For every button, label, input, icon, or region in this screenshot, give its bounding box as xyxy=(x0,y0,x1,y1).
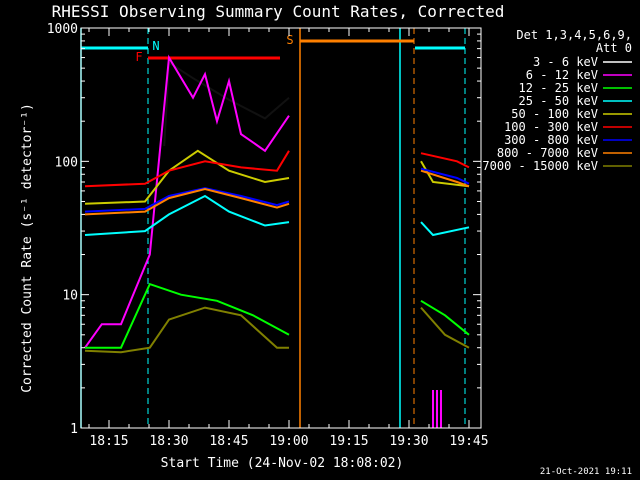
legend-header-attenuator: Att 0 xyxy=(596,41,632,55)
x-tick-label: 18:45 xyxy=(209,434,248,449)
magenta-spike-2 xyxy=(436,390,438,428)
legend-label-9: 7000 - 15000 keV xyxy=(482,159,598,173)
series-line-8-late xyxy=(420,169,470,188)
series-line-2 xyxy=(84,54,290,349)
chart-title: RHESSI Observing Summary Count Rates, Co… xyxy=(52,2,505,21)
series-layer xyxy=(84,54,470,428)
x-tick-label: 18:15 xyxy=(89,434,128,449)
y-tick-label: 100 xyxy=(55,155,78,170)
series-line-4-late xyxy=(420,221,470,237)
series-line-5-late xyxy=(420,160,470,188)
x-tick-label: 19:45 xyxy=(449,434,488,449)
night-flag-label: N xyxy=(152,39,159,53)
legend-label-3: 12 - 25 keV xyxy=(519,81,598,95)
legend-label-6: 100 - 300 keV xyxy=(504,120,598,134)
axes-layer: 1 10 100 1000 18:15 18:30 18:45 19:00 19:15 19:30… xyxy=(47,22,489,449)
flare-flag-label: F xyxy=(135,50,142,64)
series-line-3 xyxy=(85,282,290,349)
magenta-spike-3 xyxy=(440,390,442,428)
legend-label-2: 6 - 12 keV xyxy=(526,68,598,82)
series-line-9-late xyxy=(420,306,470,349)
series-line-1 xyxy=(163,60,290,147)
series-line-4 xyxy=(84,194,290,236)
legend-label-8: 800 - 7000 keV xyxy=(497,146,598,160)
x-tick-label: 19:15 xyxy=(329,434,368,449)
series-line-5 xyxy=(84,149,290,205)
x-tick-label: 19:30 xyxy=(389,434,428,449)
footer-timestamp: 21-Oct-2021 19:11 xyxy=(540,467,632,477)
magenta-spike-1 xyxy=(432,390,434,428)
legend-label-5: 50 - 100 keV xyxy=(511,107,598,121)
y-axis-label: Corrected Count Rate (s⁻¹ detector⁻¹) xyxy=(20,103,35,393)
legend-label-4: 25 - 50 keV xyxy=(519,94,598,108)
plot-frame xyxy=(80,27,482,429)
series-line-7-late xyxy=(420,167,470,185)
y-tick-label: 1000 xyxy=(47,22,78,37)
x-tick-label: 19:00 xyxy=(269,434,308,449)
legend-label-7: 300 - 800 keV xyxy=(504,133,598,147)
series-line-6-late xyxy=(420,152,470,169)
series-line-8 xyxy=(84,187,290,216)
x-axis-label: Start Time (24-Nov-02 18:08:02) xyxy=(161,456,404,471)
legend-label-1: 3 - 6 keV xyxy=(533,55,598,69)
saa-flag-label: S xyxy=(286,33,293,47)
legend-header-detectors: Det 1,3,4,5,6,9, xyxy=(516,28,632,42)
x-tick-label: 18:30 xyxy=(149,434,188,449)
series-line-6 xyxy=(84,150,290,188)
y-tick-label: 1 xyxy=(70,422,78,437)
series-line-3-late xyxy=(420,299,470,336)
series-line-9 xyxy=(84,306,289,354)
y-tick-label: 10 xyxy=(62,289,78,304)
